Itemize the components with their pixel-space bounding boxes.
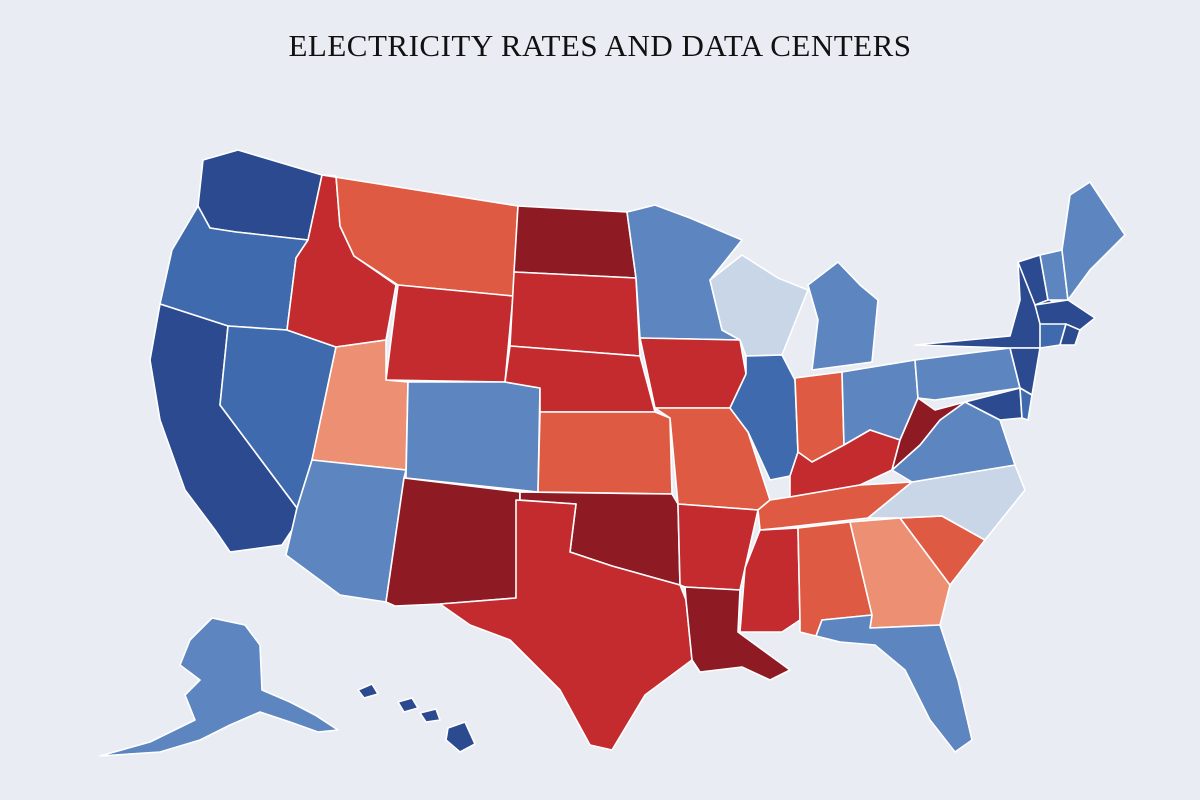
state-ia — [639, 337, 747, 409]
state-tx — [439, 499, 693, 751]
state-az — [285, 459, 407, 603]
state-il — [729, 354, 799, 481]
state-nm — [385, 477, 521, 607]
map-title: ELECTRICITY RATES AND DATA CENTERS — [288, 28, 912, 63]
state-la — [684, 586, 791, 681]
state-me — [1061, 181, 1126, 301]
state-de — [1019, 387, 1033, 421]
state-co — [405, 381, 541, 493]
state-mi — [807, 261, 879, 371]
state-wy — [385, 284, 514, 383]
state-wa — [197, 149, 323, 241]
state-ri — [1059, 323, 1081, 346]
state-ma — [1034, 299, 1096, 331]
state-nd — [513, 205, 637, 279]
state-hi — [357, 683, 476, 753]
state-wv — [891, 397, 966, 471]
state-ks — [537, 411, 673, 495]
state-fl — [815, 614, 973, 753]
state-pa — [914, 347, 1021, 401]
state-sd — [509, 271, 641, 357]
state-ak — [99, 617, 339, 757]
